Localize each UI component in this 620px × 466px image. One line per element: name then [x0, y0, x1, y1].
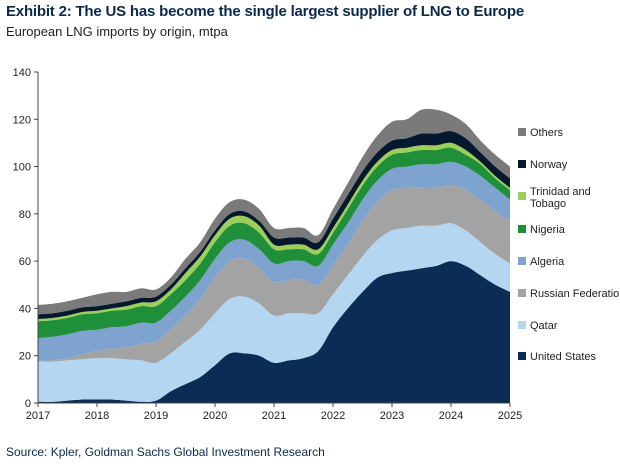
- area-qatar: [38, 223, 510, 402]
- x-tick-label: 2025: [498, 410, 522, 422]
- legend-swatch-norway: [518, 160, 526, 168]
- legend-swatch-others: [518, 128, 526, 136]
- area-others: [38, 108, 510, 315]
- axes: 0 20 40 60 80 100 120 140 2017 2018 2019 2020 2021 20…: [13, 67, 523, 422]
- legend-label-nigeria: Nigeria: [530, 224, 566, 236]
- legend-swatch-russian-federation: [518, 289, 526, 297]
- legend-label-russian-federation: Russian Federation: [530, 288, 620, 300]
- legend-label-trinidad-and-tobago: Trinidad and Tobago: [530, 186, 591, 210]
- legend-label-united-states: United States: [530, 351, 597, 363]
- legend-swatch-united-states: [518, 352, 526, 360]
- y-tick-label: 140: [13, 67, 31, 79]
- legend-swatch-trinidad-and-tobago: [518, 192, 526, 200]
- legend-swatch-nigeria: [518, 225, 526, 233]
- chart-subtitle: European LNG imports by origin, mtpa: [6, 24, 228, 39]
- y-tick-label: 60: [19, 256, 31, 268]
- legend-label-qatar: Qatar: [530, 320, 558, 332]
- x-tick-label: 2021: [262, 410, 286, 422]
- x-tick-label: 2024: [439, 410, 463, 422]
- area-nigeria: [38, 147, 510, 338]
- y-tick-label: 100: [13, 162, 31, 174]
- area-united-states: [38, 261, 510, 403]
- legend-swatch-algeria: [518, 257, 526, 265]
- x-tick-label: 2022: [321, 410, 345, 422]
- x-tick-label: 2019: [144, 410, 168, 422]
- chart-title: Exhibit 2: The US has become the single …: [6, 3, 524, 20]
- legend-label-algeria: Algeria: [530, 256, 565, 268]
- legend: Others Norway Trinidad and Tobago Nigeria Alg…: [518, 127, 620, 363]
- x-tick-label: 2023: [380, 410, 404, 422]
- y-tick-label: 0: [25, 398, 31, 410]
- legend-swatch-qatar: [518, 321, 526, 329]
- chart-source: Source: Kpler, Goldman Sachs Global Inve…: [6, 445, 325, 459]
- x-tick-label: 2018: [85, 410, 109, 422]
- legend-label-others: Others: [530, 127, 564, 139]
- y-tick-label: 120: [13, 114, 31, 126]
- area-russian-federation: [38, 185, 510, 364]
- y-tick-label: 40: [19, 303, 31, 315]
- area-algeria: [38, 161, 510, 362]
- legend-label-norway: Norway: [530, 159, 568, 171]
- series-areas: [38, 108, 510, 403]
- y-tick-label: 80: [19, 209, 31, 221]
- y-tick-label: 20: [19, 351, 31, 363]
- x-tick-label: 2020: [203, 410, 227, 422]
- x-tick-label: 2017: [26, 410, 50, 422]
